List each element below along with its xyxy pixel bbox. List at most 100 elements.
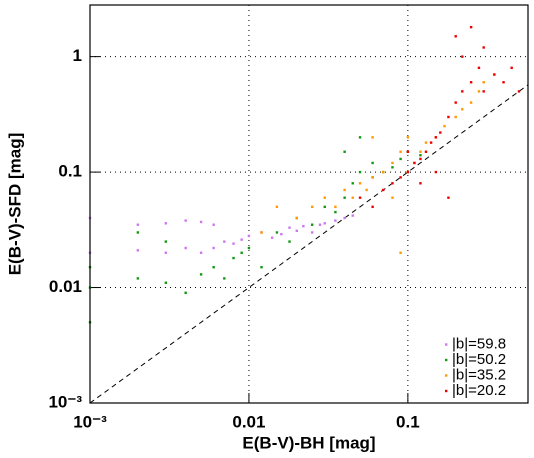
point xyxy=(371,136,374,139)
point xyxy=(275,231,279,234)
point xyxy=(447,115,450,119)
point xyxy=(482,81,485,84)
point xyxy=(482,90,485,93)
point xyxy=(399,157,402,161)
point xyxy=(399,150,402,153)
point xyxy=(223,240,226,243)
point xyxy=(461,55,464,58)
point xyxy=(399,251,402,254)
legend-label: |b|=50.2 xyxy=(452,351,506,368)
point xyxy=(406,150,410,153)
point xyxy=(280,232,283,236)
point xyxy=(199,251,203,254)
point xyxy=(434,136,438,139)
point xyxy=(510,66,513,70)
point xyxy=(136,223,140,226)
x-tick-label: 10⁻³ xyxy=(73,412,107,431)
x-axis-label: E(B-V)-BH [mag] xyxy=(242,433,375,452)
point xyxy=(310,205,314,209)
point xyxy=(334,210,337,214)
point xyxy=(469,81,473,84)
point xyxy=(334,219,337,222)
point xyxy=(302,224,305,228)
legend-marker xyxy=(445,374,448,377)
point xyxy=(232,256,235,260)
point xyxy=(343,188,346,192)
point xyxy=(351,214,354,217)
point xyxy=(334,205,337,209)
point xyxy=(164,251,168,254)
point xyxy=(184,291,187,295)
point xyxy=(424,150,428,153)
point xyxy=(351,182,354,185)
point xyxy=(358,170,362,174)
point xyxy=(391,196,394,199)
point xyxy=(391,166,394,169)
point xyxy=(434,170,438,174)
point xyxy=(232,242,235,245)
point xyxy=(270,236,274,239)
point xyxy=(343,196,346,199)
point xyxy=(399,176,402,179)
point xyxy=(469,101,473,104)
point xyxy=(493,73,496,76)
point xyxy=(351,196,354,199)
point xyxy=(288,226,291,229)
point xyxy=(323,196,326,199)
point xyxy=(358,182,362,185)
point xyxy=(454,101,457,104)
x-tick-label: 0.1 xyxy=(396,412,420,431)
point xyxy=(439,131,442,134)
point xyxy=(184,246,187,250)
legend-label: |b|=59.8 xyxy=(452,335,506,352)
point xyxy=(199,220,203,224)
point xyxy=(482,46,485,49)
y-tick-label: 0.01 xyxy=(49,277,82,296)
point xyxy=(477,90,481,93)
point xyxy=(240,251,243,254)
point xyxy=(295,229,298,233)
point xyxy=(199,273,203,276)
point xyxy=(275,205,279,209)
point xyxy=(240,238,243,241)
point xyxy=(371,176,374,179)
point xyxy=(391,161,394,165)
y-tick-label: 10⁻³ xyxy=(48,392,82,411)
point xyxy=(212,223,215,226)
point xyxy=(454,115,457,119)
point xyxy=(288,240,291,243)
point xyxy=(136,249,140,252)
point xyxy=(212,246,215,250)
point xyxy=(260,266,263,269)
point xyxy=(358,196,362,199)
point xyxy=(247,246,251,250)
point xyxy=(164,222,168,225)
point xyxy=(406,170,410,174)
point xyxy=(461,90,464,93)
point xyxy=(343,150,346,153)
point xyxy=(136,277,140,280)
point xyxy=(391,182,394,185)
point xyxy=(318,223,322,226)
point xyxy=(517,90,521,93)
legend-marker xyxy=(445,343,448,346)
identity-line xyxy=(89,84,529,404)
point xyxy=(447,196,450,199)
x-tick-label: 0.01 xyxy=(232,412,265,431)
legend-marker xyxy=(445,389,448,393)
point xyxy=(406,136,410,139)
point xyxy=(184,219,187,222)
point xyxy=(310,223,314,226)
y-axis-label: E(B-V)-SFD [mag] xyxy=(5,133,24,276)
point xyxy=(371,205,374,209)
point xyxy=(295,216,298,220)
point xyxy=(429,141,433,144)
point xyxy=(164,240,168,243)
point xyxy=(260,231,263,234)
point xyxy=(424,141,428,144)
point xyxy=(323,205,326,209)
point xyxy=(419,157,422,161)
point xyxy=(419,154,422,157)
point xyxy=(461,108,464,111)
